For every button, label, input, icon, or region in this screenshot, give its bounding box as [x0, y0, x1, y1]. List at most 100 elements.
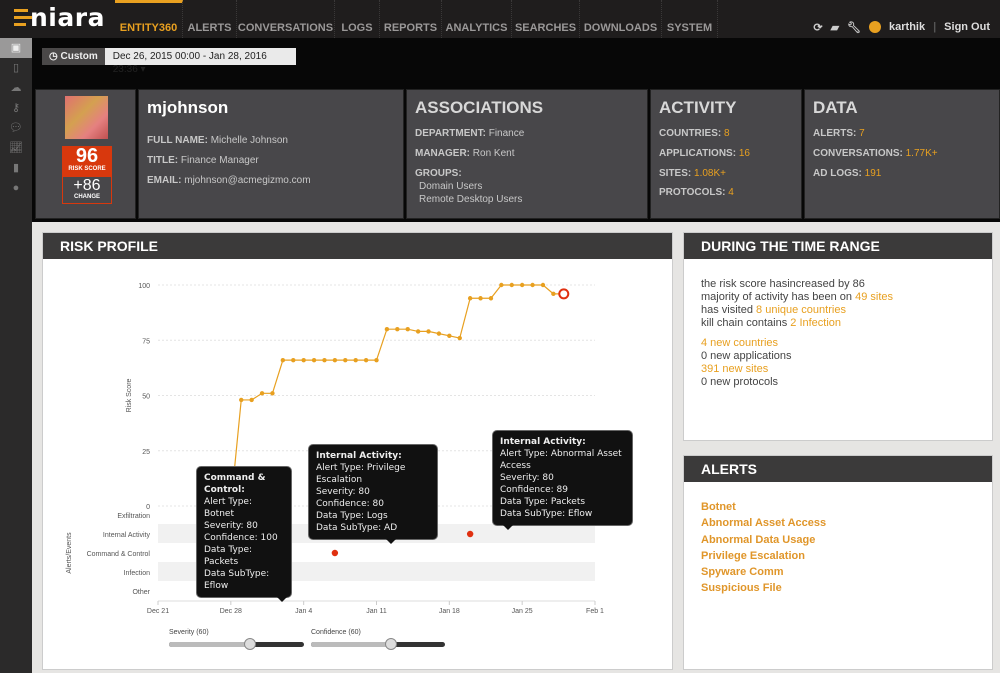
tab-conversations[interactable]: CONVERSATIONS	[237, 0, 335, 38]
countries-stat[interactable]: COUNTRIES: 8	[659, 128, 730, 139]
custom-range-button[interactable]: ◷ Custom	[42, 48, 105, 65]
applications-stat[interactable]: APPLICATIONS: 16	[659, 148, 750, 159]
alerts-stat[interactable]: ALERTS: 7	[813, 128, 865, 139]
associations-title: ASSOCIATIONS	[415, 98, 544, 117]
severity-slider[interactable]	[169, 638, 304, 650]
top-nav: niara ENTITY360 ALERTS CONVERSATIONS LOG…	[0, 0, 1000, 38]
risk-score-point	[436, 331, 442, 336]
y-tick-label: 75	[142, 338, 150, 345]
tab-reports[interactable]: REPORTS	[380, 0, 442, 38]
risk-score-point	[249, 397, 254, 403]
refresh-icon[interactable]: ⟳	[813, 21, 823, 34]
sign-out-link[interactable]: Sign Out	[944, 21, 990, 33]
risk-score-point	[343, 357, 348, 363]
cloud-icon[interactable]: ☁	[10, 82, 22, 94]
y-tick-label: 50	[142, 394, 150, 401]
risk-score-point	[551, 291, 556, 297]
alert-link[interactable]: Spyware Comm	[701, 566, 784, 579]
file-icon[interactable]: ▮	[12, 162, 20, 174]
new-sites-link[interactable]: 391 new sites	[701, 363, 769, 375]
x-tick-label: Jan 25	[512, 608, 533, 615]
risk-score-point	[499, 282, 504, 288]
y-tick-label: 25	[142, 449, 150, 456]
tab-downloads[interactable]: DOWNLOADS	[580, 0, 662, 38]
key-icon[interactable]: ⚷	[11, 102, 21, 114]
custom-label: Custom	[60, 51, 98, 62]
event-point[interactable]	[466, 530, 474, 538]
group-item: Domain Users	[419, 181, 483, 192]
time-range-title: DURING THE TIME RANGE	[684, 233, 992, 259]
avatar-card: 96 RISK SCORE +86 CHANGE	[35, 89, 136, 219]
clock-icon: ◷	[49, 51, 61, 62]
event-point[interactable]	[331, 549, 339, 557]
comment-icon[interactable]: ●	[12, 182, 20, 194]
wrench-icon[interactable]: 🔧︎	[847, 21, 862, 34]
risk-score-point	[457, 335, 462, 341]
change-value: +86	[73, 177, 101, 194]
events-axis-label: Alerts/Events	[66, 532, 73, 574]
new-applications: 0 new applications	[701, 350, 792, 362]
tab-logs[interactable]: LOGS	[335, 0, 380, 38]
risk-score-point	[540, 282, 546, 288]
risk-score-point	[415, 329, 421, 334]
alert-link[interactable]: Suspicious File	[701, 582, 782, 595]
alert-link[interactable]: Privilege Escalation	[701, 549, 805, 562]
date-range-dropdown[interactable]: Dec 26, 2015 00:00 - Jan 28, 2016 23:36 …	[104, 48, 296, 75]
risk-score-value: 96	[75, 145, 99, 167]
countries-link[interactable]: 8 unique countries	[756, 304, 846, 316]
username-title: mjohnson	[147, 98, 229, 117]
tab-analytics[interactable]: ANALYTICS	[442, 0, 512, 38]
risk-score-point	[311, 357, 317, 363]
risk-score-point	[259, 391, 265, 396]
alert-link[interactable]: Abnormal Data Usage	[701, 533, 816, 546]
groups-label: GROUPS:	[415, 168, 462, 179]
summary-text: the risk score hasincreased by 86 majori…	[701, 278, 894, 329]
risk-score-point	[519, 282, 525, 288]
risk-profile-title: RISK PROFILE	[43, 233, 672, 259]
slider-handle[interactable]	[385, 638, 398, 650]
y-tick-label: 100	[138, 283, 150, 290]
protocols-stat[interactable]: PROTOCOLS: 4	[659, 187, 734, 198]
confidence-slider[interactable]	[311, 638, 445, 650]
alert-link[interactable]: Abnormal Asset Access	[701, 517, 827, 530]
entity-card-icon[interactable]: ▣	[0, 38, 32, 58]
risk-score-point	[374, 357, 379, 363]
device-icon[interactable]: ▯	[12, 62, 20, 74]
username-link[interactable]: karthik	[889, 21, 926, 33]
tab-searches[interactable]: SEARCHES	[512, 0, 580, 38]
chat-icon[interactable]: 💬︎	[9, 122, 23, 134]
tab-alerts[interactable]: ALERTS	[183, 0, 237, 38]
risk-score-label: RISK SCORE	[68, 166, 106, 172]
tab-system[interactable]: SYSTEM	[662, 0, 718, 38]
data-title: DATA	[813, 98, 858, 117]
event-category-label: Exfiltration	[117, 513, 150, 520]
niara-logo[interactable]: niara	[14, 3, 104, 33]
chart-icon[interactable]: 📈︎	[9, 142, 23, 154]
conversations-stat[interactable]: CONVERSATIONS: 1.77K+	[813, 148, 938, 159]
sidebar: ▣ ▯ ☁ ⚷ 💬︎ 📈︎ ▮ ●	[0, 38, 32, 673]
event-category-label: Other	[132, 589, 150, 596]
risk-profile-panel: RISK PROFILE 0 25 50 75 100 Risk Score Alerts/…	[42, 232, 673, 670]
group-item: Remote Desktop Users	[419, 194, 523, 205]
book-icon[interactable]: ▰	[830, 21, 840, 34]
user-icon	[869, 21, 882, 33]
slider-handle[interactable]	[244, 638, 256, 650]
sites-stat[interactable]: SITES: 1.08K+	[659, 168, 726, 179]
alert-link[interactable]: Botnet	[701, 501, 736, 513]
tab-entity360[interactable]: ENTITY360	[115, 0, 183, 38]
ad-logs-stat[interactable]: AD LOGS: 191	[813, 168, 882, 179]
event-category-label: Command & Control	[87, 551, 151, 558]
sites-link[interactable]: 49 sites	[855, 291, 894, 303]
tooltip-privilege-escalation: Internal Activity: Alert Type: Privilege…	[308, 444, 438, 544]
change-badge: +86 CHANGE	[62, 176, 112, 204]
risk-score-point	[395, 327, 400, 332]
risk-score-point	[478, 296, 483, 301]
x-tick-label: Jan 18	[439, 608, 460, 615]
new-countries-link[interactable]: 4 new countries	[701, 337, 779, 349]
new-items: 4 new countries 0 new applications 391 n…	[701, 337, 792, 389]
infection-link[interactable]: 2 Infection	[790, 317, 842, 329]
risk-score-point	[322, 357, 327, 363]
event-category-label: Internal Activity	[103, 532, 151, 539]
activity-card: ACTIVITY COUNTRIES: 8 APPLICATIONS: 16 S…	[650, 89, 802, 219]
risk-score-point	[291, 357, 296, 363]
